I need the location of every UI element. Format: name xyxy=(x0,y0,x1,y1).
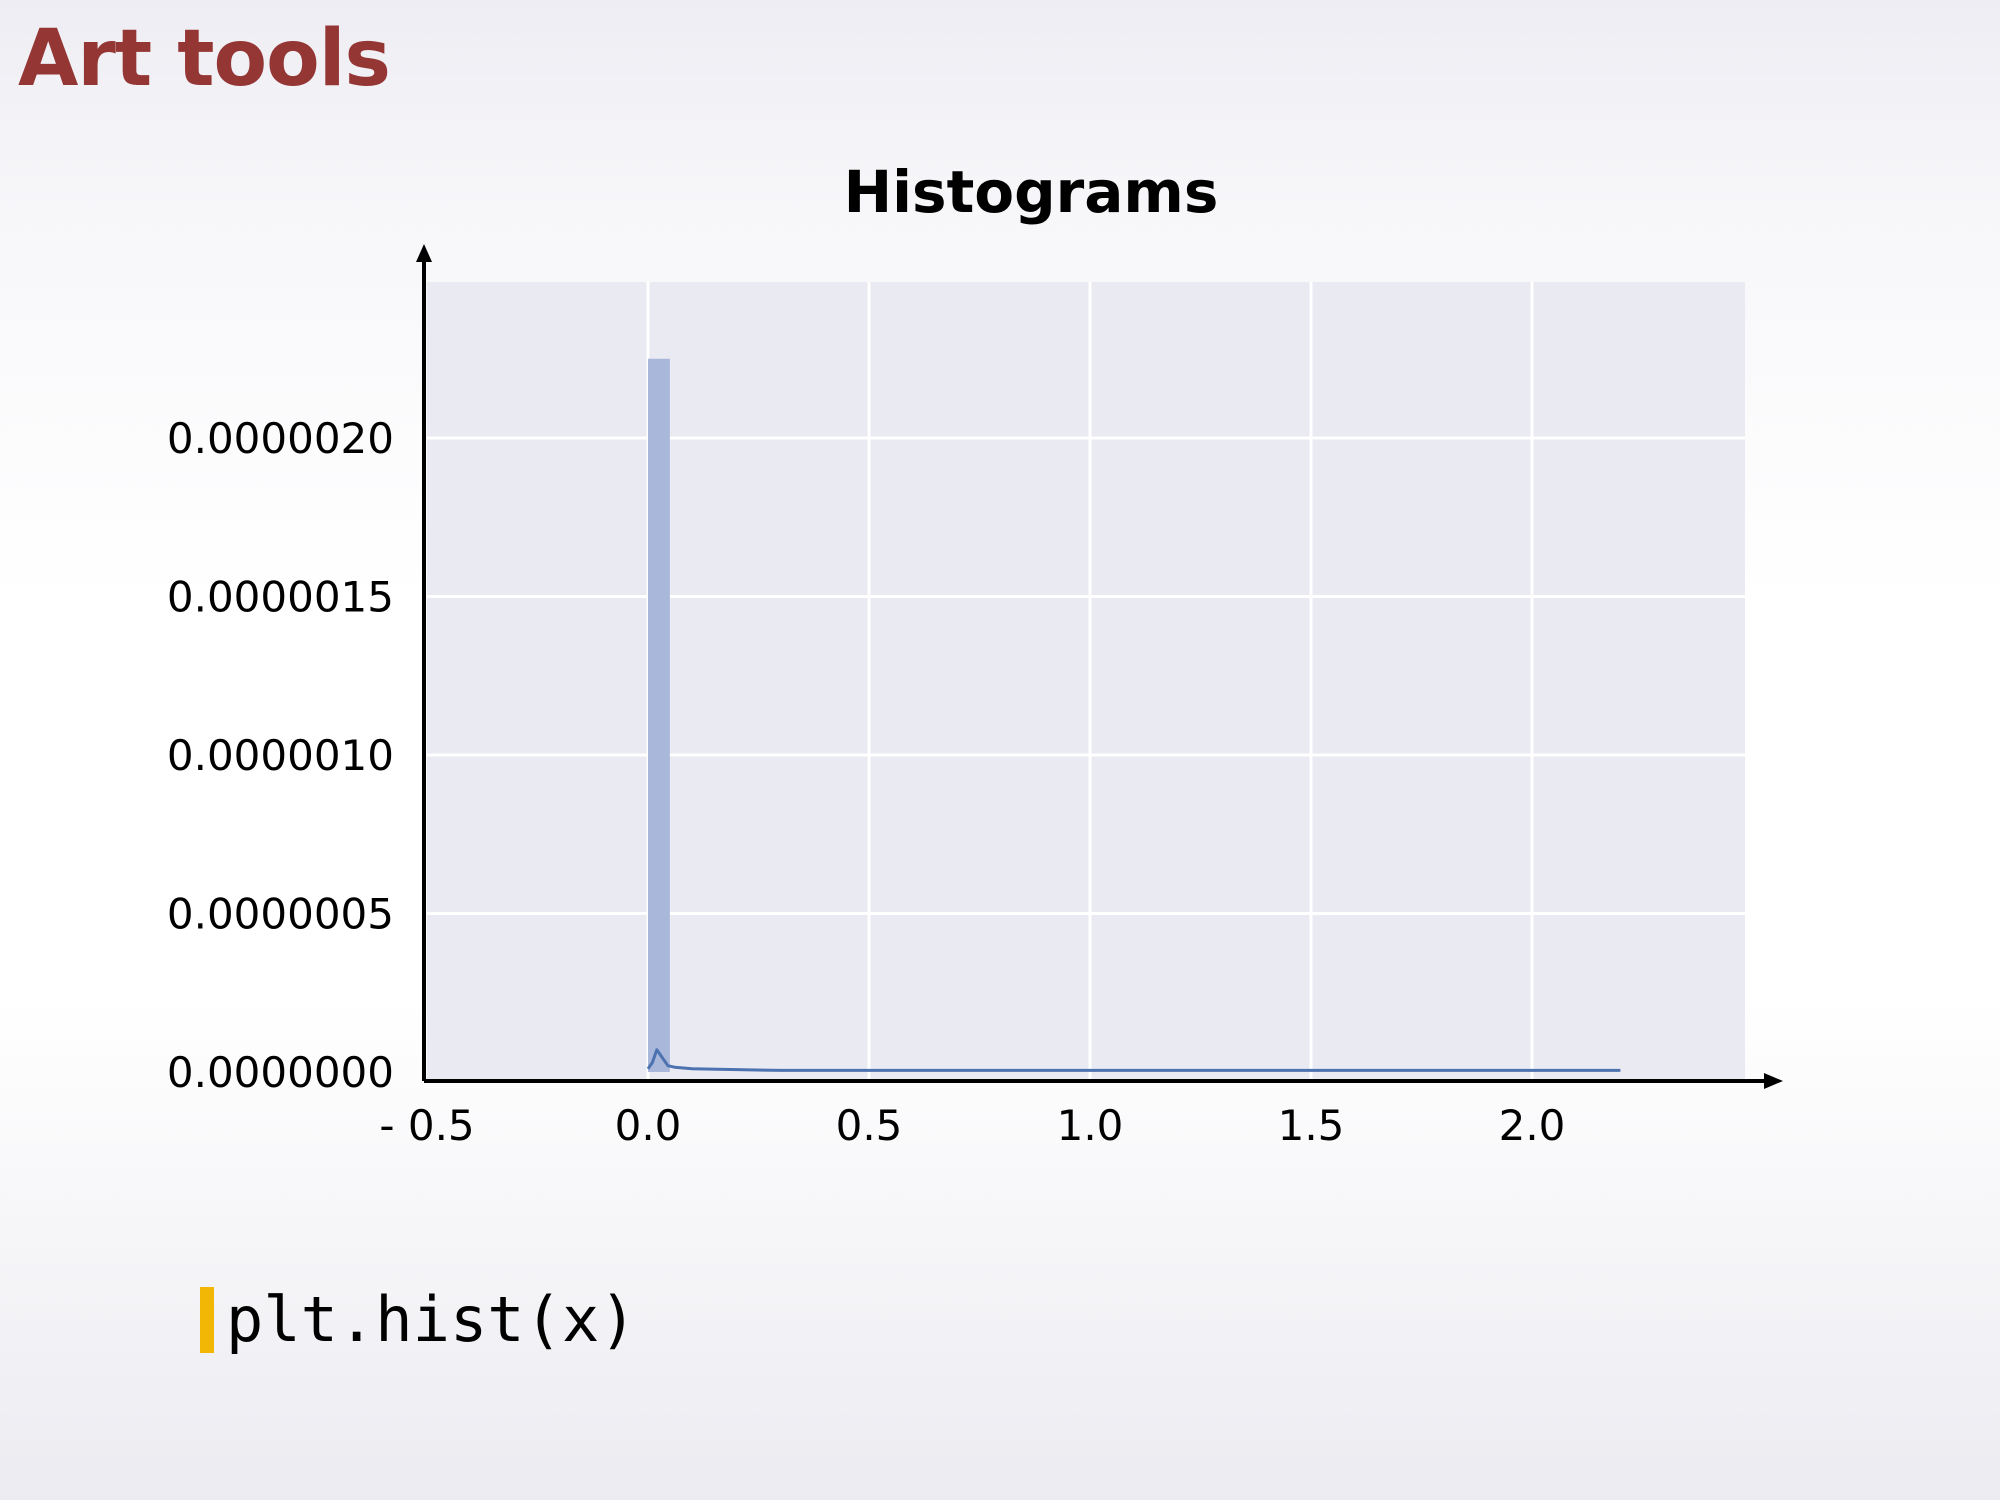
y-tick-label: 0.0000005 xyxy=(167,890,394,939)
code-accent-bar xyxy=(200,1287,214,1353)
code-text: plt.hist(x) xyxy=(226,1283,637,1356)
x-tick-label: 0.5 xyxy=(836,1101,903,1150)
kde-line xyxy=(646,1048,1621,1072)
x-tick-label: 2.0 xyxy=(1499,1101,1566,1150)
chart-title: Histograms xyxy=(843,158,1219,226)
x-tick-label: 0.0 xyxy=(615,1101,682,1150)
slide-title: Art tools xyxy=(18,14,391,104)
histogram-chart: - 0.5 0.0 0.5 1.0 1.5 2.0 0.0000000 0.0000005 0.… xyxy=(167,244,1783,1150)
plot-background xyxy=(427,282,1745,1080)
x-tick-label: 1.5 xyxy=(1278,1101,1345,1150)
x-axis-arrow xyxy=(1764,1073,1783,1089)
x-tick-label: 1.0 xyxy=(1057,1101,1124,1150)
y-tick-label: 0.0000020 xyxy=(167,414,394,463)
y-tick-label: 0.0000010 xyxy=(167,731,394,780)
histogram-bar xyxy=(648,358,670,1072)
y-tick-label: 0.0000000 xyxy=(167,1048,394,1097)
y-axis-arrow xyxy=(416,244,432,262)
x-tick-label: - 0.5 xyxy=(379,1101,474,1150)
y-tick-label: 0.0000015 xyxy=(167,573,394,622)
